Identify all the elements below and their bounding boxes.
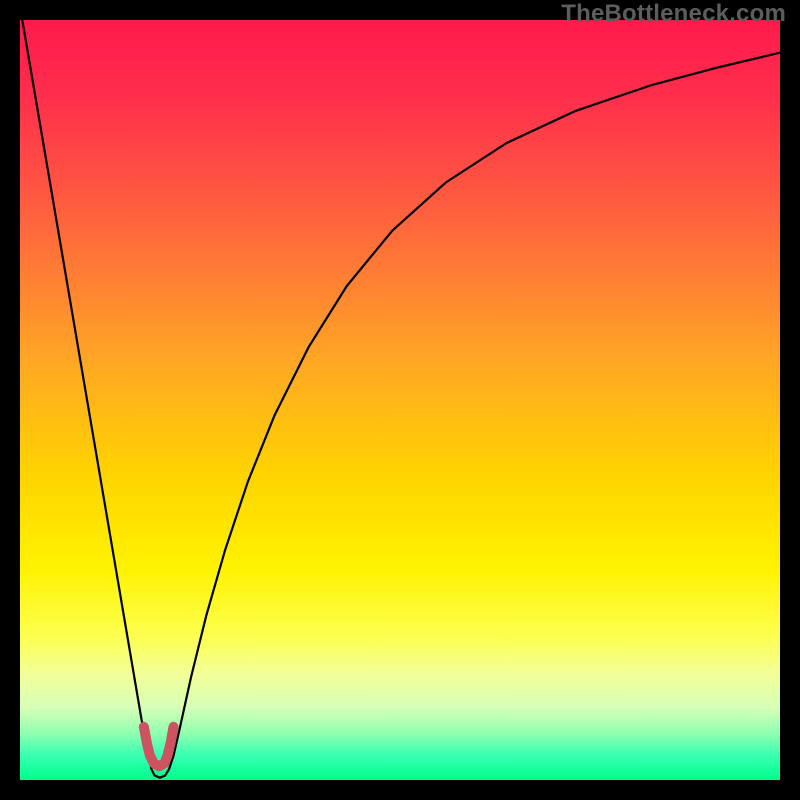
chart-plot-area	[20, 20, 780, 780]
chart-svg	[20, 20, 780, 780]
chart-background	[20, 20, 780, 780]
